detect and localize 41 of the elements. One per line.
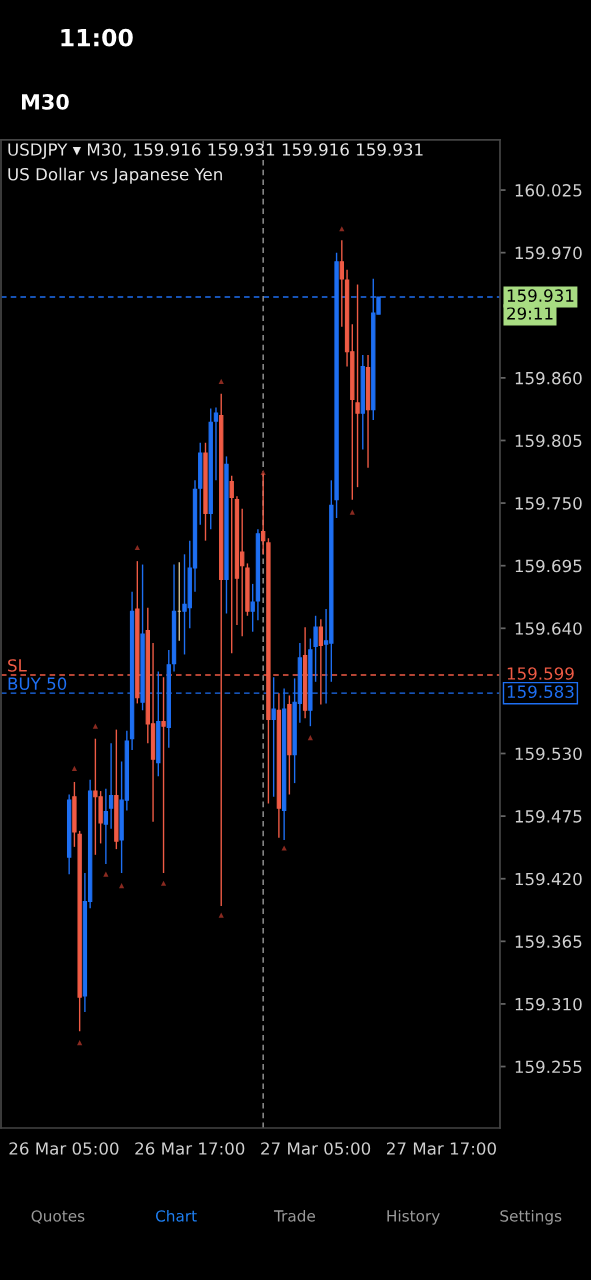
text: Chart bbox=[155, 1209, 197, 1222]
x-tick-label: 26 Mar 05:00 bbox=[9, 1142, 119, 1155]
text: Settings bbox=[500, 1209, 562, 1225]
text: Quotes bbox=[31, 1210, 85, 1224]
chart-title: USDJPY ▾ M30, 159.916 159.931 159.916 159.931 bbox=[8, 143, 423, 159]
x-tick-label: 27 Mar 17:00 bbox=[387, 1142, 496, 1155]
text: 159.599 bbox=[507, 667, 574, 680]
text: 159.931 bbox=[507, 289, 574, 302]
candlestick bbox=[213, 406, 219, 482]
y-tick-label: 160.025 bbox=[515, 184, 582, 197]
y-tick-label: 159.420 bbox=[515, 872, 582, 886]
ref-line-label: BUY 50 bbox=[8, 677, 67, 690]
y-tick-label: 159.365 bbox=[515, 935, 582, 948]
y-tick-label: 159.475 bbox=[515, 810, 582, 823]
y-tick-label: 159.640 bbox=[515, 622, 582, 635]
text: US Dollar vs Japanese Yen bbox=[8, 167, 222, 184]
text: History bbox=[387, 1209, 440, 1225]
y-tick-label: 159.805 bbox=[515, 434, 582, 448]
text: Trade bbox=[273, 1209, 316, 1222]
y-tick-label: 159.255 bbox=[515, 1060, 582, 1074]
ref-line-label: SL bbox=[8, 659, 27, 672]
candlestick bbox=[260, 472, 266, 555]
y-tick-label: 159.695 bbox=[515, 559, 582, 573]
candlestick bbox=[313, 615, 318, 683]
candlestick bbox=[103, 788, 109, 865]
y-tick-label: 159.970 bbox=[515, 246, 582, 260]
x-tick-label: 27 Mar 05:00 bbox=[261, 1142, 371, 1155]
x-tick-label: 26 Mar 17:00 bbox=[135, 1142, 245, 1155]
candlestick bbox=[339, 239, 344, 328]
text: 29:11 bbox=[507, 307, 553, 320]
text: 11:00 bbox=[61, 28, 133, 47]
candlestick bbox=[161, 676, 166, 874]
text: 159.583 bbox=[507, 685, 574, 699]
y-tick-label: 159.860 bbox=[515, 371, 582, 385]
text: M30 bbox=[22, 93, 69, 110]
candlestick bbox=[355, 283, 360, 488]
y-tick-label: 159.750 bbox=[515, 497, 582, 510]
y-tick-label: 159.310 bbox=[515, 997, 582, 1011]
candlestick bbox=[229, 475, 234, 655]
candlestick bbox=[108, 742, 114, 830]
y-tick-label: 159.530 bbox=[515, 747, 582, 761]
